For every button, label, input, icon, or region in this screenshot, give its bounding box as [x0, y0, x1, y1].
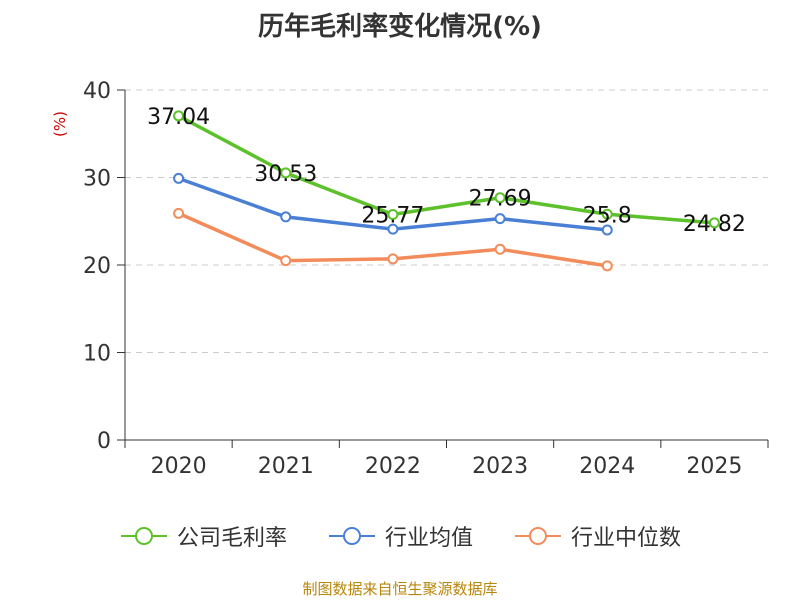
series-1-point-2024 [601, 224, 613, 236]
y-tick-label-20: 20 [83, 254, 111, 279]
series-2-point-2021 [280, 255, 292, 267]
series-2-point-2022 [387, 253, 399, 265]
data-label-2023: 27.69 [469, 187, 532, 212]
x-tick-label-2021: 2021 [258, 454, 314, 479]
y-tick-label-30: 30 [83, 167, 111, 192]
series-0-point-2025 [708, 217, 720, 229]
x-tick-label-2022: 2022 [365, 454, 421, 479]
data-label-2022: 25.77 [361, 204, 424, 229]
series-2-point-2023 [494, 243, 506, 255]
y-tick-label-10: 10 [83, 342, 111, 367]
x-tick-label-2020: 2020 [151, 454, 207, 479]
legend-label-industry-median: 行业中位数 [571, 526, 682, 551]
data-label-2024: 25.8 [583, 203, 632, 228]
series-1-point-2023 [494, 213, 506, 225]
x-tick-label-2025: 2025 [686, 454, 742, 479]
data-source: 制图数据来自恒生聚源数据库 [302, 580, 498, 598]
legend: 公司毛利率 行业均值 行业中位数 [0, 520, 800, 552]
series-0-point-2023 [494, 192, 506, 204]
legend-item-industry-mean[interactable]: 行业均值 [327, 520, 473, 552]
series-0-point-2022 [387, 209, 399, 221]
series-1-point-2022 [387, 223, 399, 235]
x-tick-label-2023: 2023 [472, 454, 528, 479]
data-label-2021: 30.53 [254, 162, 317, 187]
legend-label-industry-mean: 行业均值 [384, 526, 473, 551]
x-tick-label-2024: 2024 [579, 454, 635, 479]
series-2-point-2020 [173, 207, 185, 219]
series-0-point-2021 [280, 167, 292, 179]
y-tick-label-40: 40 [83, 79, 111, 104]
legend-item-company[interactable]: 公司毛利率 [119, 520, 287, 552]
data-label-2020: 37.04 [147, 105, 210, 130]
legend-swatch-industry-mean [328, 527, 375, 545]
legend-item-industry-median[interactable]: 行业中位数 [513, 520, 681, 552]
series-1-point-2020 [173, 172, 185, 184]
legend-swatch-industry-median [515, 527, 561, 545]
data-label-2025: 24.82 [683, 212, 746, 237]
legend-label-company: 公司毛利率 [176, 526, 287, 551]
series-0-point-2020 [173, 110, 185, 122]
series-0-point-2024 [601, 208, 613, 220]
series-1-point-2021 [280, 211, 292, 223]
series-2-point-2024 [601, 260, 613, 272]
chart-title: 历年毛利率变化情况(%) [258, 12, 542, 42]
y-tick-label-0: 0 [97, 429, 111, 454]
legend-swatch-company [120, 527, 167, 545]
series-line-0 [177, 114, 715, 225]
